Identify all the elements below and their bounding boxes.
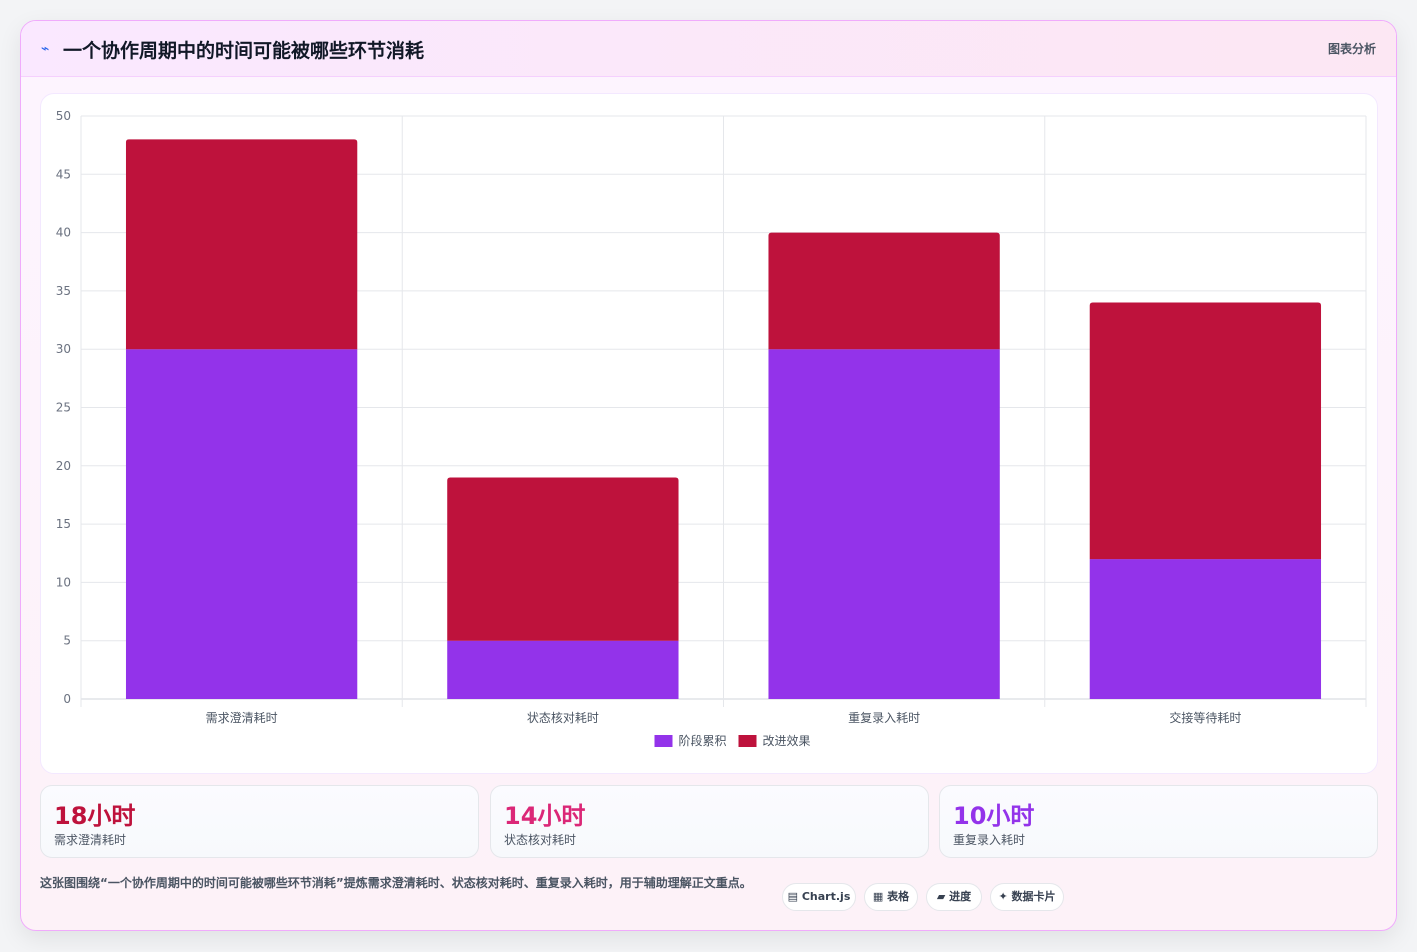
legend-swatch [738, 735, 757, 747]
stat-card-1: 18小时 需求澄清耗时 [40, 785, 479, 858]
pulse-icon: ⌁ [41, 41, 50, 57]
bar-stage [1089, 559, 1322, 699]
bar-improvement [447, 477, 679, 641]
stat-label: 重复录入耗时 [953, 833, 1026, 847]
legend-label: 阶段累积 [679, 733, 727, 748]
legend-swatch [654, 735, 673, 747]
card-header: ⌁ 一个协作周期中的时间可能被哪些环节消耗 图表分析 [21, 21, 1396, 77]
bar-stage [447, 640, 679, 699]
stat-value: 10小时 [953, 802, 1035, 830]
y-tick-label: 45 [56, 167, 71, 181]
chip-table[interactable]: ▦ 表格 [864, 883, 918, 911]
stat-value: 18小时 [54, 802, 136, 830]
chip-chartjs[interactable]: ▤ Chart.js [782, 883, 856, 911]
page-title: 一个协作周期中的时间可能被哪些环节消耗 [63, 40, 425, 62]
bar-improvement [768, 232, 1000, 350]
y-tick-label: 0 [63, 692, 71, 706]
y-tick-label: 25 [56, 401, 71, 415]
stat-card-3: 10小时 重复录入耗时 [939, 785, 1378, 858]
x-tick-label: 交接等待耗时 [1169, 710, 1241, 725]
bar-stage [125, 349, 358, 699]
chip-label: Chart.js [801, 890, 851, 903]
category-tag: 图表分析 [1327, 42, 1376, 56]
y-tick-label: 50 [56, 109, 71, 123]
y-tick-label: 15 [56, 517, 71, 531]
chart-panel: 0 5 10 15 20 25 30 35 40 45 50 需求澄清耗时 状态核对耗时 重复录入耗时 交接… [40, 93, 1378, 774]
x-tick-label: 重复录入耗时 [848, 711, 920, 725]
y-tick-label: 20 [56, 459, 71, 473]
chip-label: 数据卡片 [1011, 890, 1056, 903]
chip-label: 表格 [887, 890, 910, 903]
y-tick-label: 5 [63, 634, 71, 648]
y-tick-label: 35 [56, 284, 71, 298]
chip-progress[interactable]: ▰ 进度 [926, 883, 982, 911]
chart-card: ⌁ 一个协作周期中的时间可能被哪些环节消耗 图表分析 0 5 10 15 20 25 30 3… [20, 20, 1397, 931]
x-tick-label: 状态核对耗时 [527, 711, 599, 725]
chart-icon: ▤ [787, 890, 799, 903]
bar-stage [768, 349, 1000, 699]
x-tick-label: 需求澄清耗时 [206, 710, 278, 725]
chart-description: 这张图围绕“一个协作周期中的时间可能被哪些环节消耗”提炼需求澄清耗时、状态核对耗… [40, 876, 752, 890]
bar-improvement [125, 139, 358, 350]
chip-label: 进度 [949, 890, 972, 903]
chip-data-cards[interactable]: ✦ 数据卡片 [990, 883, 1064, 911]
stat-label: 状态核对耗时 [504, 833, 577, 847]
sparkle-icon: ✦ [998, 890, 1008, 903]
stat-value: 14小时 [504, 802, 586, 830]
stat-label: 需求澄清耗时 [54, 833, 127, 847]
stat-card-2: 14小时 状态核对耗时 [490, 785, 929, 858]
stacked-bar-chart: 0 5 10 15 20 25 30 35 40 45 50 需求澄清耗时 状态核对耗时 重复录入耗时 交接… [56, 109, 1367, 748]
y-tick-label: 30 [56, 342, 71, 356]
bar-improvement [1089, 302, 1322, 560]
legend-label: 改进效果 [763, 733, 811, 748]
table-icon: ▦ [872, 890, 884, 903]
progress-icon: ▰ [936, 890, 946, 903]
y-tick-label: 40 [56, 226, 71, 240]
y-tick-label: 10 [56, 575, 71, 589]
